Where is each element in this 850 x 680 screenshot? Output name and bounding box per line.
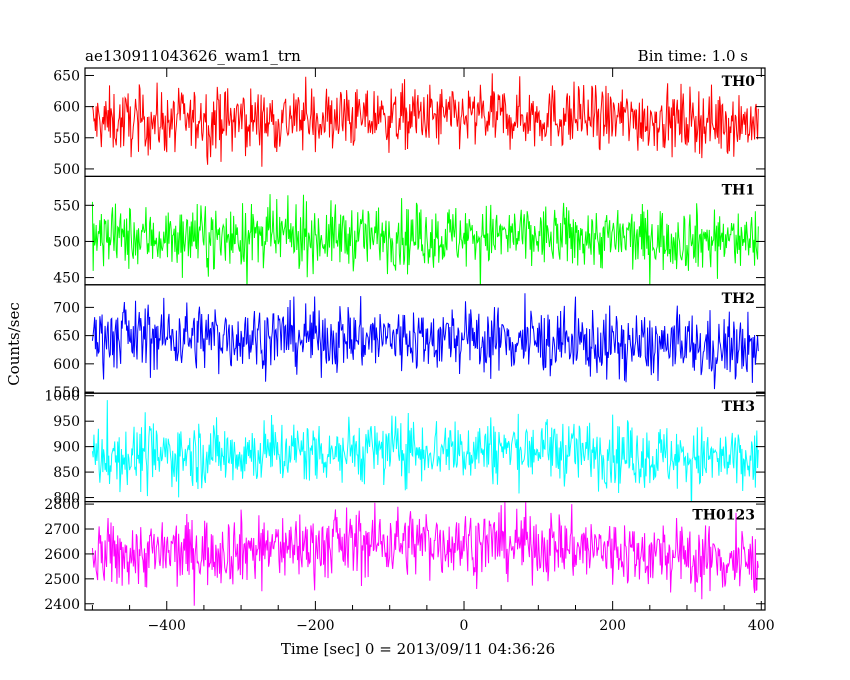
series-line-th1 <box>91 194 759 285</box>
x-axis-label: Time [sec] 0 = 2013/09/11 04:36:26 <box>281 640 555 658</box>
y-tick-label: 500 <box>53 234 80 250</box>
y-tick-label: 600 <box>53 100 80 116</box>
panel-label: TH0 <box>722 74 756 90</box>
y-tick-label: 850 <box>53 465 80 481</box>
series-line-th0 <box>91 73 759 167</box>
y-tick-label: 2400 <box>44 597 80 613</box>
panel-th0: 500 550 600 650 TH0 <box>53 67 766 178</box>
y-tick-label: 500 <box>53 162 80 178</box>
x-tick-label: 0 <box>460 618 469 634</box>
y-tick-label: 2600 <box>44 547 80 563</box>
x-tick-label: 400 <box>748 618 775 634</box>
series-line-th0123 <box>91 501 759 606</box>
panel-label: TH0123 <box>692 508 755 524</box>
panel-th1: 450 500 550 TH1 <box>53 175 766 287</box>
y-tick-label: 2500 <box>44 572 80 588</box>
panel-frame <box>84 501 766 611</box>
chart-title-left: ae130911043626_wam1_trn <box>85 47 301 65</box>
panel-label: TH2 <box>722 291 755 307</box>
y-tick-label: 600 <box>53 357 80 373</box>
y-tick-label: 950 <box>53 414 80 430</box>
series-line-th3 <box>91 400 759 502</box>
y-tick-label: 800 <box>53 491 80 507</box>
panels-group: 500 550 600 650 TH0 450 500 550 TH1 550 600 650 700 T… <box>44 67 766 613</box>
panel-th2: 550 600 650 700 TH2 <box>53 284 766 401</box>
y-tick-label: 550 <box>53 385 80 401</box>
y-tick-label: 900 <box>53 440 80 456</box>
panel-frame <box>84 392 766 503</box>
x-tick-label: −400 <box>148 618 186 634</box>
y-tick-label: 550 <box>53 198 80 214</box>
y-tick-label: 2700 <box>44 522 80 538</box>
chart-title-right: Bin time: 1.0 s <box>638 47 748 65</box>
y-tick-label: 450 <box>53 271 80 287</box>
panel-label: TH1 <box>722 182 755 198</box>
y-tick-label: 650 <box>53 68 80 84</box>
x-tick-label: −200 <box>296 618 334 634</box>
x-tick-label: 200 <box>599 618 626 634</box>
y-tick-label: 2800 <box>44 497 80 513</box>
y-axis-label: Counts/sec <box>5 302 23 386</box>
y-tick-label: 700 <box>53 300 80 316</box>
x-axis: −400 −200 0 200 400 <box>91 68 775 634</box>
panel-label: TH3 <box>722 399 755 415</box>
series-line-th2 <box>91 293 759 390</box>
y-tick-label: 650 <box>53 329 80 345</box>
panel-th0123: 2400 2500 2600 2700 2800 TH0123 <box>44 497 766 613</box>
panel-th3: 800 850 900 950 1000 TH3 <box>44 389 766 507</box>
y-tick-label: 1000 <box>44 389 80 405</box>
y-tick-label: 550 <box>53 131 80 147</box>
